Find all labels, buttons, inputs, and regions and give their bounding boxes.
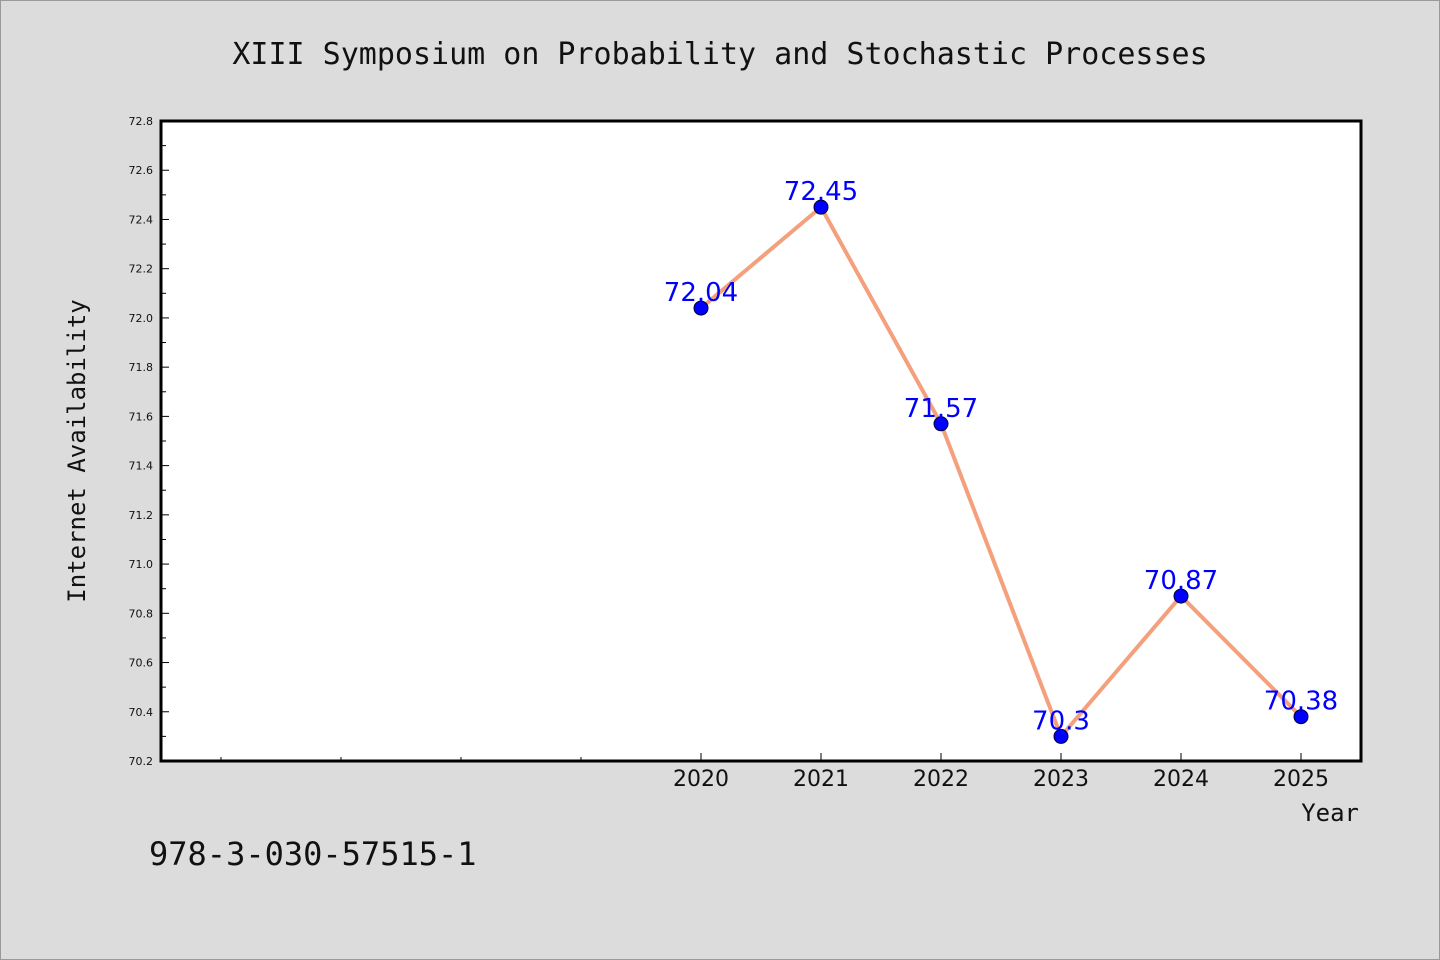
data-point bbox=[1173, 588, 1189, 604]
plot-area bbox=[159, 119, 1363, 763]
data-point bbox=[1293, 709, 1309, 725]
data-label: 71.57 bbox=[904, 394, 978, 424]
data-point bbox=[1053, 728, 1069, 744]
data-point bbox=[693, 300, 709, 316]
x-axis-label: Year bbox=[1301, 799, 1359, 827]
x-tick-label: 2025 bbox=[1273, 767, 1329, 792]
series-layer: 72.04 72.45 71.57 70.3 70.87 70.38 bbox=[664, 177, 1338, 744]
y-tick-label: 72.4 bbox=[129, 213, 154, 226]
y-tick-label: 71.4 bbox=[129, 460, 154, 473]
y-tick-label: 72.6 bbox=[129, 164, 154, 177]
x-tick-label: 2022 bbox=[913, 767, 969, 792]
y-tick-label: 72.2 bbox=[129, 263, 154, 276]
y-tick-label: 72.8 bbox=[129, 115, 154, 128]
x-tick-label: 2024 bbox=[1153, 767, 1209, 792]
y-axis-label: Internet Availability bbox=[63, 299, 91, 602]
footer-code: 978-3-030-57515-1 bbox=[149, 835, 477, 873]
y-tick-label: 71.2 bbox=[129, 509, 154, 522]
x-axis-ticks: 2020 2021 2022 2023 2024 2025 bbox=[220, 753, 1329, 792]
y-tick-label: 71.0 bbox=[129, 558, 154, 571]
data-label: 72.45 bbox=[784, 177, 858, 207]
x-tick-label: 2021 bbox=[793, 767, 849, 792]
y-tick-label: 70.2 bbox=[129, 755, 154, 768]
y-tick-label: 71.8 bbox=[129, 361, 154, 374]
data-point bbox=[933, 416, 949, 432]
data-label: 70.38 bbox=[1264, 687, 1338, 717]
chart-title: XIII Symposium on Probability and Stocha… bbox=[232, 37, 1207, 72]
y-tick-label: 70.6 bbox=[129, 657, 154, 670]
y-axis-ticks: 70.2 70.4 70.6 70.8 71.0 71.2 71.4 71.6 71.8 72.0… bbox=[129, 115, 169, 768]
y-tick-label: 72.0 bbox=[129, 312, 154, 325]
y-tick-label: 71.6 bbox=[129, 410, 154, 423]
y-tick-label: 70.4 bbox=[129, 706, 154, 719]
series-line bbox=[699, 205, 1303, 739]
x-tick-label: 2023 bbox=[1033, 767, 1089, 792]
x-tick-label: 2020 bbox=[673, 767, 729, 792]
data-label: 70.87 bbox=[1144, 566, 1218, 596]
data-label: 70.3 bbox=[1032, 706, 1090, 736]
data-point bbox=[813, 199, 829, 215]
y-tick-label: 70.8 bbox=[129, 607, 154, 620]
data-label: 72.04 bbox=[664, 278, 738, 308]
